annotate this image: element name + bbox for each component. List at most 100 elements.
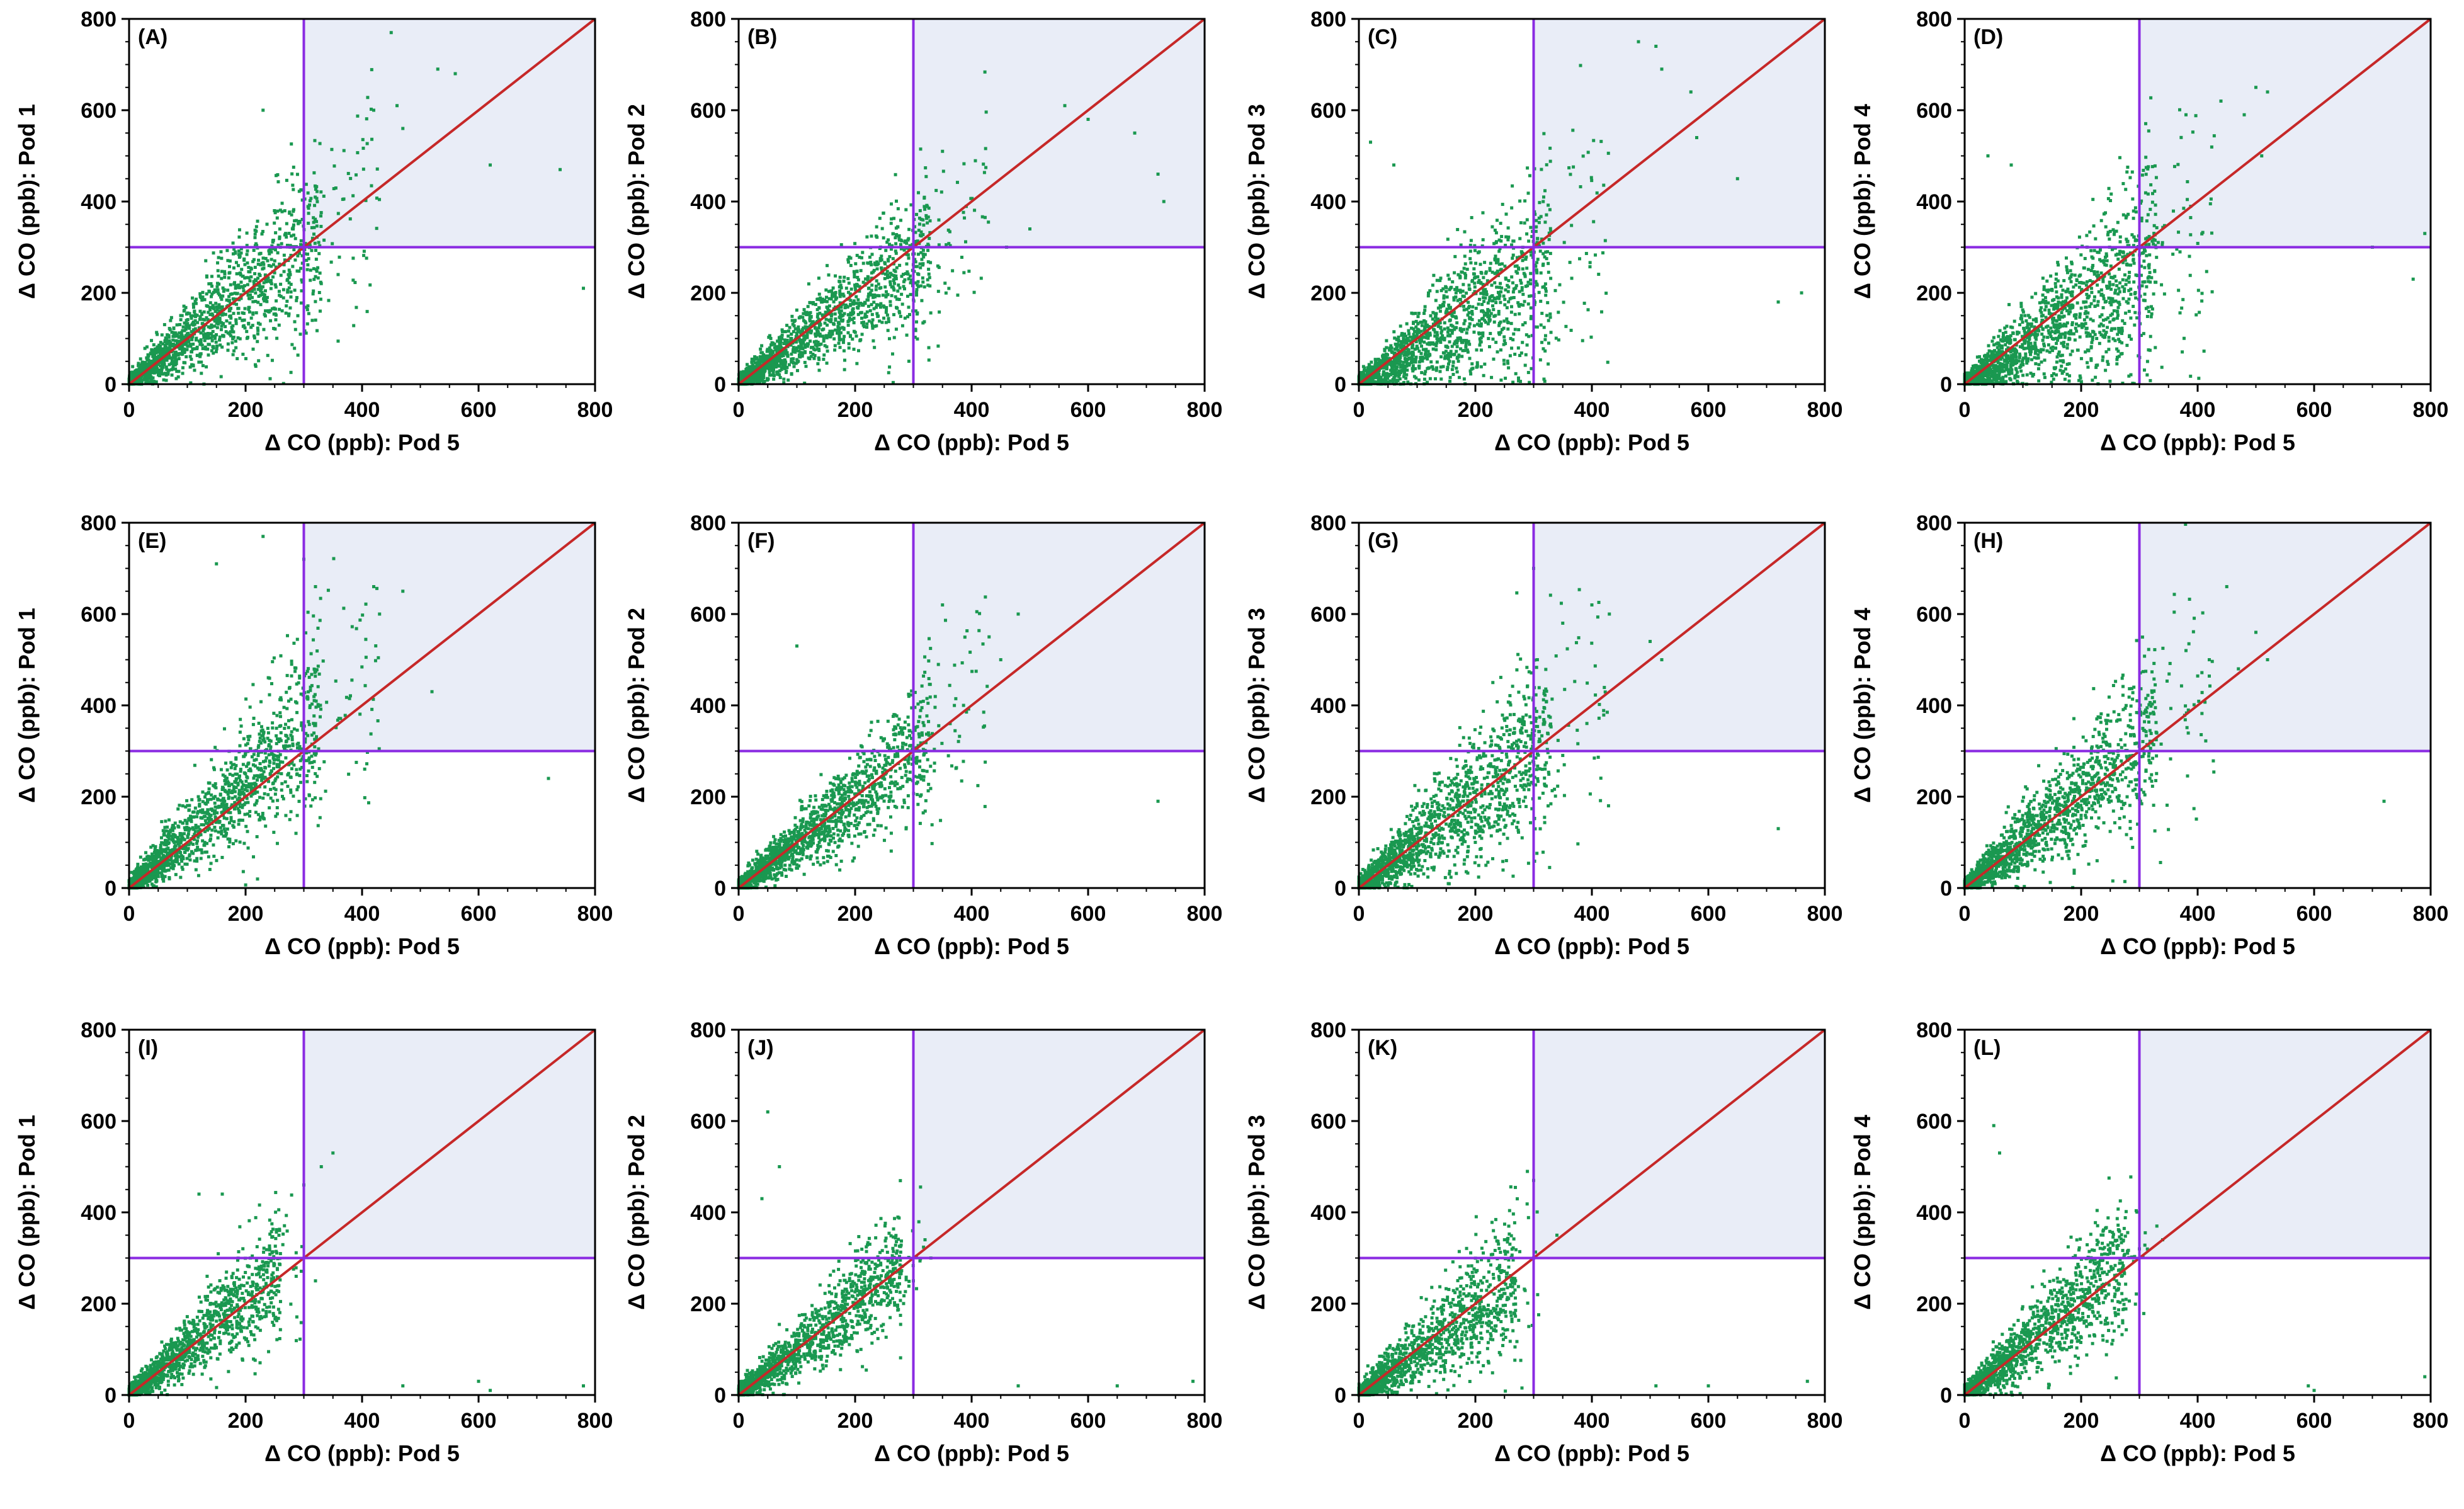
data-point	[1404, 377, 1408, 380]
data-point	[1496, 259, 1500, 263]
data-point	[157, 371, 161, 375]
data-point	[1479, 282, 1483, 285]
data-point	[838, 289, 842, 293]
data-point	[1466, 350, 1470, 354]
data-point	[892, 279, 895, 283]
data-point	[256, 339, 259, 343]
data-point	[151, 376, 155, 380]
data-point	[1467, 325, 1471, 329]
data-point	[252, 249, 256, 253]
data-point	[191, 302, 195, 306]
data-point	[863, 325, 866, 329]
data-point	[893, 275, 897, 279]
data-point	[1547, 237, 1551, 241]
data-point	[273, 271, 276, 275]
data-point	[257, 258, 261, 262]
data-point	[898, 311, 902, 315]
data-point	[1361, 370, 1365, 374]
data-point	[1465, 327, 1469, 331]
data-point	[1513, 352, 1517, 356]
data-point	[199, 339, 203, 343]
data-point	[176, 352, 179, 356]
data-point	[1370, 360, 1373, 364]
data-point	[1540, 168, 1543, 171]
data-point	[846, 313, 850, 317]
data-point	[919, 266, 923, 270]
data-point	[253, 334, 256, 338]
data-point	[1494, 261, 1498, 265]
data-point	[185, 343, 188, 346]
data-point	[799, 341, 803, 345]
data-point	[844, 303, 848, 307]
data-point	[937, 243, 941, 247]
data-point	[291, 183, 295, 187]
data-point	[805, 336, 809, 339]
data-point	[208, 301, 212, 305]
data-point	[1499, 282, 1502, 285]
data-point	[1375, 380, 1378, 384]
data-point	[1390, 365, 1394, 368]
data-point	[195, 345, 199, 349]
data-point	[176, 333, 179, 337]
data-point	[194, 338, 198, 342]
data-point	[312, 289, 315, 293]
data-point	[1588, 261, 1592, 265]
data-point	[763, 360, 766, 363]
data-point	[1370, 380, 1373, 384]
data-point	[198, 343, 202, 346]
data-point	[889, 280, 892, 284]
data-point	[909, 293, 912, 297]
data-point	[274, 265, 278, 269]
data-point	[919, 217, 923, 221]
data-point	[867, 319, 871, 323]
data-point	[884, 249, 888, 253]
data-point	[915, 288, 919, 292]
data-point	[218, 318, 222, 322]
data-point	[798, 355, 802, 359]
data-point	[169, 319, 173, 322]
data-point	[1506, 290, 1510, 293]
data-point	[158, 352, 162, 356]
data-point	[280, 202, 284, 205]
data-point	[923, 205, 926, 208]
data-point	[1470, 310, 1474, 314]
data-point	[171, 363, 175, 367]
data-point	[928, 219, 932, 223]
data-point	[1454, 291, 1458, 295]
data-point	[885, 276, 889, 280]
data-point	[184, 327, 188, 331]
data-point	[826, 264, 829, 268]
data-point	[1028, 227, 1031, 231]
data-point	[925, 217, 929, 220]
data-point	[1425, 323, 1429, 327]
data-point	[312, 171, 316, 174]
data-point	[1483, 261, 1487, 265]
data-point	[1529, 317, 1533, 321]
data-point	[1530, 315, 1533, 319]
data-point	[941, 149, 945, 153]
data-point	[292, 233, 295, 237]
data-point	[270, 358, 274, 362]
data-point	[191, 305, 195, 309]
data-point	[775, 346, 778, 350]
data-point	[1569, 329, 1573, 333]
data-point	[247, 310, 251, 314]
data-point	[1458, 297, 1462, 301]
data-point	[145, 372, 149, 376]
data-point	[1479, 340, 1482, 344]
data-point	[1473, 290, 1477, 293]
data-point	[885, 241, 889, 244]
data-point	[1412, 321, 1416, 324]
data-point	[1455, 341, 1459, 345]
data-point	[1548, 208, 1552, 212]
data-point	[183, 343, 186, 346]
data-point	[884, 290, 888, 293]
data-point	[1446, 353, 1450, 357]
data-point	[1414, 329, 1418, 333]
data-point	[784, 348, 788, 352]
data-point	[1371, 377, 1375, 381]
data-point	[875, 260, 879, 264]
data-point	[1465, 268, 1469, 271]
data-point	[265, 278, 269, 282]
data-point	[1385, 372, 1388, 375]
